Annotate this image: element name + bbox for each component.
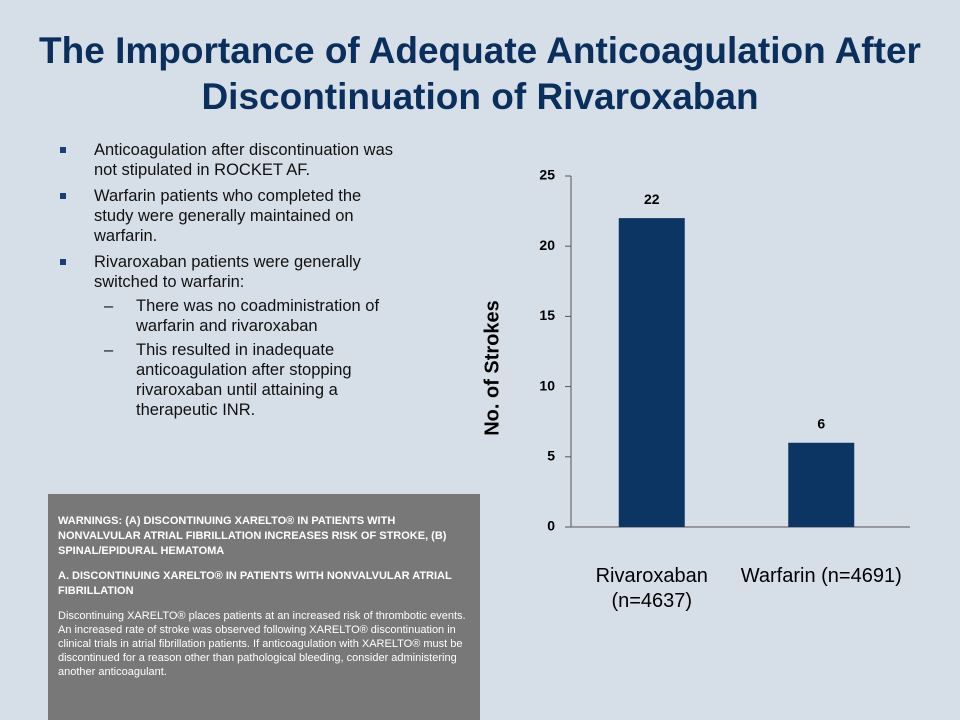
bar [618,218,685,527]
warning-heading: WARNINGS: (A) DISCONTINUING XARELTO® IN … [58,515,447,557]
y-tick-label: 15 [539,307,555,323]
bullet-text: Anticoagulation after discontinuation wa… [94,141,394,179]
bullet: Warfarin patients who completed the stud… [60,186,400,246]
value-label: 22 [644,191,660,207]
y-tick-label: 0 [547,518,555,534]
warning-subheading: A. DISCONTINUING XARELTO® IN PATIENTS WI… [58,570,452,597]
x-tick-label: Rivaroxaban (n=4637) [595,565,708,612]
warning-body: Discontinuing XARELTO® places patients a… [58,610,466,678]
sub-bullet: This resulted in inadequate anticoagulat… [94,340,400,420]
y-tick-label: 5 [547,448,555,464]
slide-title: The Importance of Adequate Anticoagulati… [39,30,921,117]
y-axis-label: No. of Strokes [481,300,503,436]
y-tick-label: 25 [539,167,555,183]
y-tick-label: 10 [539,377,555,393]
warning-box: WARNINGS: (A) DISCONTINUING XARELTO® IN … [48,494,480,720]
bullet-text: Warfarin patients who completed the stud… [94,187,362,245]
bullet-list: Anticoagulation after discontinuation wa… [60,140,400,426]
bullet: Anticoagulation after discontinuation wa… [60,140,400,180]
value-label: 6 [817,415,825,431]
sub-bullet-list: There was no coadministration of warfari… [94,296,400,420]
bullet: Rivaroxaban patients were generally swit… [60,252,400,420]
bar [788,442,855,527]
bullet-text: Rivaroxaban patients were generally swit… [94,253,361,291]
x-tick-label: Warfarin (n=4691) [740,565,902,587]
y-tick-label: 20 [539,237,555,253]
sub-bullet: There was no coadministration of warfari… [94,296,400,336]
